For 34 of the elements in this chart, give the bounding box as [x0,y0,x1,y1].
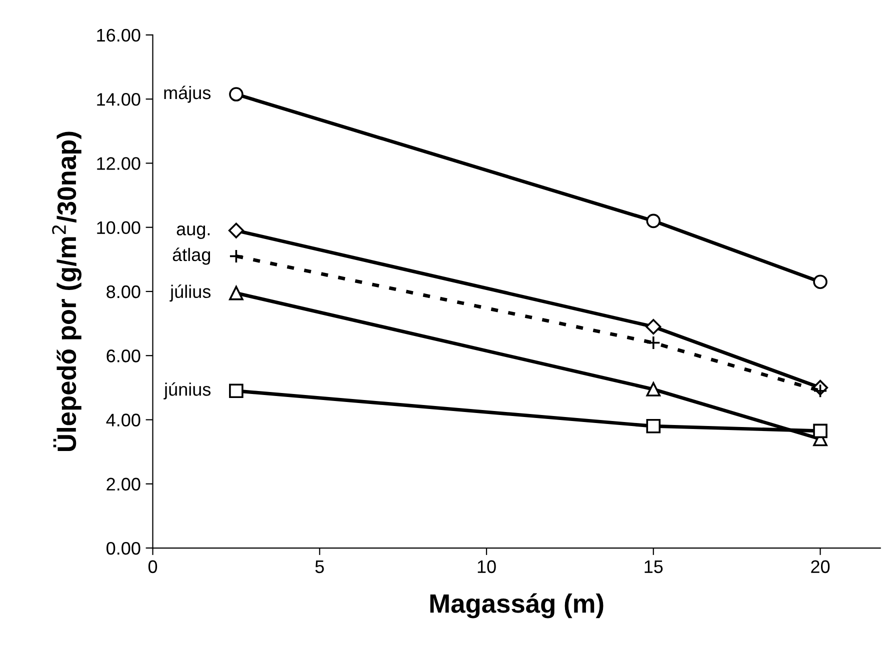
y-tick-label: 10.00 [97,221,140,234]
point [646,318,662,335]
x-tick-label: 10 [478,560,496,574]
x-tick-label: 15 [644,560,663,574]
y-tick-label: 6.00 [106,350,140,362]
y-tick-label: 2.00 [106,478,140,491]
series-label: május [164,86,211,103]
point [813,424,828,438]
point [646,382,661,396]
y-tick-label: 0.00 [106,542,140,555]
point [229,384,244,398]
point [229,286,244,300]
x-tick-label: 0 [148,560,158,574]
y-tick-label: 16.00 [97,28,140,42]
point [646,419,661,434]
point [228,222,244,238]
point [229,87,244,102]
x-axis-title: Magasság (m) [430,593,604,618]
series-label: aug. [176,226,210,239]
point [646,336,661,350]
x-tick-label: 20 [811,560,830,574]
point [646,214,661,228]
point [229,249,244,264]
series-label: június [164,382,211,400]
point [813,274,828,290]
x-tick-label: 5 [315,560,324,574]
point [813,384,828,398]
y-tick-label: 14.00 [97,93,140,106]
series-label: július [170,284,211,302]
y-tick-label: 4.00 [106,414,140,426]
y-tick-label: 12.00 [97,157,140,170]
y-tick-label: 8.00 [106,285,140,298]
y-axis-title: Ülepedő por (g/m$^{2}$/30nap) [52,132,82,451]
series-label: átlag [172,248,210,265]
